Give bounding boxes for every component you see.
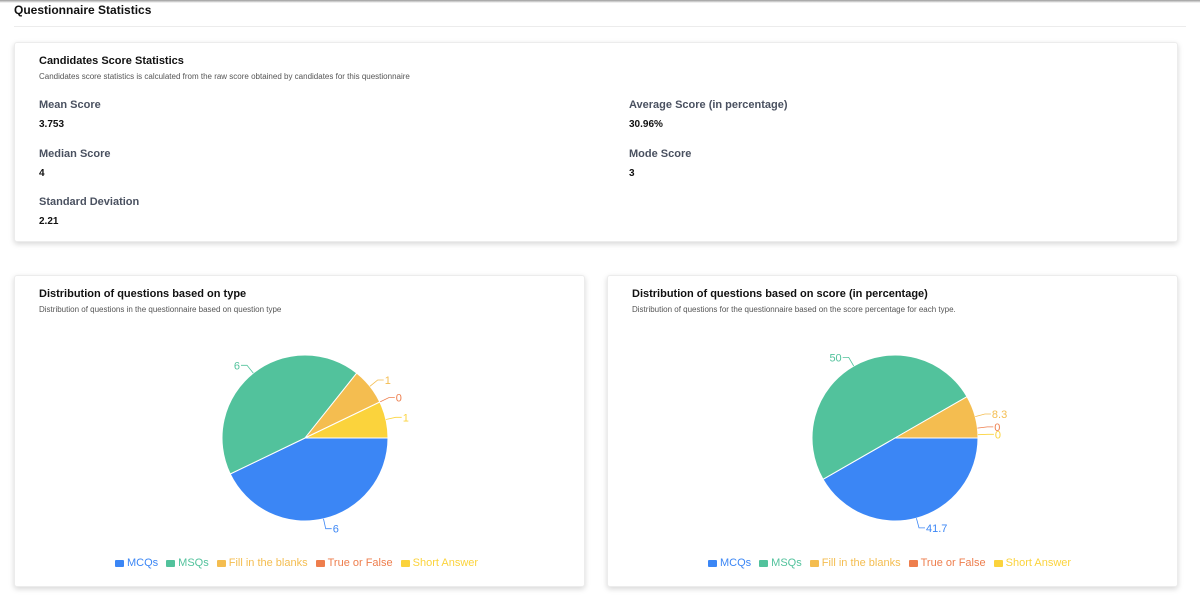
pie-slice-mcqs[interactable] [822,437,979,522]
mean-score-value: 3.753 [39,119,65,130]
average-score-label: Average Score (in percentage) [629,99,788,111]
top-shadow [0,0,1200,3]
legend-item-short-answer[interactable]: Short Answer [993,557,1072,569]
pie-label-true-or-false: 0 [396,393,402,405]
score-distribution-subtitle: Distribution of questions for the questi… [632,305,956,314]
standard-deviation-label: Standard Deviation [39,196,140,208]
legend-item-fill-in-the-blanks[interactable]: Fill in the blanks [809,557,901,569]
legend-label-msqs: MSQs [771,557,802,569]
legend-item-mcqs[interactable]: MCQs [115,557,158,569]
legend-item-msqs[interactable]: MSQs [166,557,209,569]
pie-leader-fill-in-the-blanks [975,413,991,417]
pie-label-fill-in-the-blanks: 1 [385,375,391,387]
score-distribution-card: Distribution of questions based on score… [607,275,1178,587]
legend-swatch-fill-in-the-blanks [216,559,226,567]
pie-label-msqs: 6 [234,360,240,372]
pie-leader-short-answer [385,416,402,420]
mode-score-value: 3 [629,168,635,179]
legend-swatch-short-answer [993,559,1003,567]
pie-label-fill-in-the-blanks: 8.3 [992,409,1007,421]
legend-item-mcqs[interactable]: MCQs [708,557,751,569]
legend-swatch-msqs [166,559,176,567]
median-score-label: Median Score [39,148,111,160]
legend-label-short-answer: Short Answer [1005,557,1072,569]
pie-label-mcqs: 6 [333,524,339,536]
score-chart-legend: MCQs MSQs Fill in the blanks True or Fal… [708,557,1071,569]
legend-label-mcqs: MCQs [720,557,752,569]
pie-label-short-answer: 0 [995,429,1001,441]
median-score-value: 4 [39,168,45,179]
pie-leader-msqs [842,357,855,367]
legend-label-msqs: MSQs [178,557,209,569]
legend-label-fill-in-the-blanks: Fill in the blanks [228,557,308,569]
legend-item-fill-in-the-blanks[interactable]: Fill in the blanks [216,557,308,569]
legend-label-true-or-false: True or False [920,557,986,569]
legend-swatch-mcqs [708,559,717,567]
pie-leader-true-or-false [379,397,395,403]
pie-label-msqs: 50 [829,352,841,364]
pie-leader-mcqs [323,518,332,530]
pie-label-true-or-false: 0 [994,422,1000,434]
legend-item-msqs[interactable]: MSQs [759,557,802,569]
legend-swatch-true-or-false [908,559,918,567]
type-distribution-subtitle: Distribution of questions in the questio… [39,305,282,314]
legend-swatch-true-or-false [315,559,325,567]
score-statistics-title: Candidates Score Statistics [39,55,184,67]
pie-slice-msqs[interactable] [811,354,968,481]
pie-leader-msqs [241,364,254,374]
legend-swatch-short-answer [400,559,410,567]
type-distribution-card: Distribution of questions based on type … [14,275,585,587]
type-distribution-pie-chart: 6 6 101 [221,354,409,536]
legend-swatch-fill-in-the-blanks [809,559,819,567]
pie-leader-fill-in-the-blanks [369,379,384,387]
legend-label-fill-in-the-blanks: Fill in the blanks [821,557,901,569]
type-chart-legend: MCQs MSQs Fill in the blanks True or Fal… [115,557,478,569]
page-title: Questionnaire Statistics [14,3,152,17]
mean-score-label: Mean Score [39,99,101,111]
pie-leader-mcqs [916,518,925,529]
type-distribution-title: Distribution of questions based on type [39,288,247,300]
pie-label-short-answer: 1 [403,412,409,424]
mode-score-label: Mode Score [629,148,692,160]
score-statistics-subtitle: Candidates score statistics is calculate… [39,72,410,81]
legend-swatch-mcqs [115,559,124,567]
pie-slice-fill-in-the-blanks[interactable] [893,395,979,439]
legend-item-true-or-false[interactable]: True or False [908,557,986,569]
legend-item-true-or-false[interactable]: True or False [315,557,393,569]
score-distribution-title: Distribution of questions based on score… [632,288,928,300]
legend-swatch-msqs [759,559,769,567]
average-score-value: 30.96% [629,119,663,130]
pie-label-mcqs: 41.7 [926,523,947,535]
score-statistics-card: Candidates Score Statistics Candidates s… [14,42,1178,242]
legend-label-mcqs: MCQs [127,557,159,569]
legend-label-true-or-false: True or False [327,557,393,569]
title-divider [14,26,1186,27]
pie-leader-true-or-false [977,426,994,429]
pie-slice-short-answer[interactable] [304,401,389,439]
standard-deviation-value: 2.21 [39,216,59,227]
legend-label-short-answer: Short Answer [412,557,479,569]
legend-item-short-answer[interactable]: Short Answer [400,557,479,569]
